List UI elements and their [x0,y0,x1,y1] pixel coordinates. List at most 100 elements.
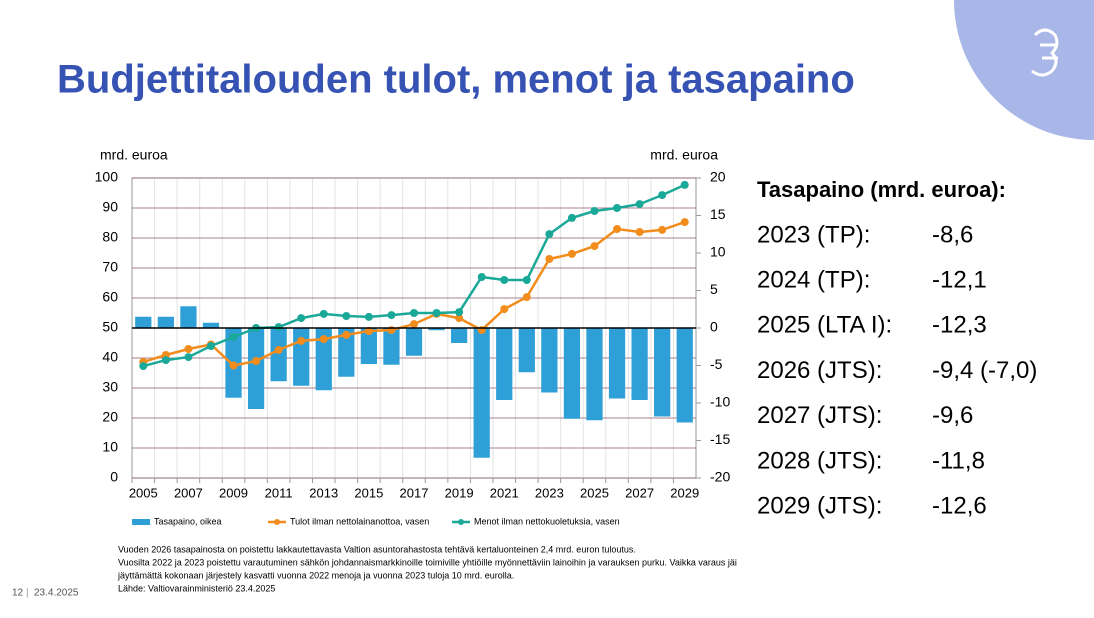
x-tick-label: 2017 [400,485,429,500]
summary-value: -12,1 [932,267,987,294]
bar [338,328,355,377]
footnote: Lähde: Valtiovarainministeriö 23.4.2025 [118,583,275,593]
summary-label: 2029 (JTS): [757,493,882,520]
y-tick-label: 40 [102,349,118,365]
line-marker [658,225,667,234]
line-marker [342,330,351,339]
y-axis-label: mrd. euroa [100,147,168,163]
line-marker [500,305,509,314]
summary-label: 2023 (TP): [757,221,870,248]
x-tick-label: 2019 [445,485,474,500]
line-marker [364,327,373,335]
summary-label: 2026 (JTS): [757,357,882,384]
y-tick-label: 80 [102,229,118,245]
footer-date: 23.4.2025 [34,588,79,599]
footnote: Vuosilta 2022 ja 2023 poistettu varautum… [118,557,737,567]
plot: 0 10 20 30 40 50 60 70 80 90 100 -20 -15 -10 -5 0 5 10 15 2… [95,169,731,501]
line-marker [545,255,554,263]
bar [631,328,648,400]
line-marker [161,356,170,365]
y-tick-label: 50 [102,319,118,335]
bar [496,328,513,400]
line-marker [319,335,328,344]
y-tick-label: 60 [102,289,118,305]
line-marker [229,333,238,341]
y2-tick-label: -15 [710,431,730,447]
line-marker [500,276,509,284]
bar [473,328,490,458]
line-marker [229,361,238,370]
x-tick-label: 2007 [174,485,203,500]
x-tick-label: 2027 [625,485,654,500]
bar [157,316,174,328]
line-marker [590,242,599,251]
legend: Tasapaino, oikea Tulot ilman nettolainano… [132,516,620,526]
footnote: jäyttämättä kokonaan järjestely kasvatti… [117,570,514,580]
line-marker [342,312,351,320]
y-tick-label: 90 [102,199,118,215]
x-tick-label: 2021 [490,485,519,500]
y2-tick-label: 10 [710,244,726,260]
line-marker [567,213,576,222]
line-marker [252,357,261,365]
x-tick-label: 2011 [265,485,293,500]
corner-decoration [954,0,1094,140]
summary-value: -12,3 [932,312,987,339]
bar [563,328,581,419]
slide-title: Budjettitalouden tulot, menot ja tasapai… [57,58,855,102]
line-marker [522,276,531,284]
bar [383,328,400,365]
line-marker [590,207,599,215]
summary: 2023 (TP): -8,6 2024 (TP): -12,1 2025 (LTA I… [757,221,1037,519]
line-marker [658,191,667,200]
y-tick-label: 10 [102,439,118,455]
line-marker [274,323,283,332]
line-marker [410,309,418,317]
line-marker [613,204,622,212]
line-marker [432,309,441,317]
x-tick-label: 2005 [129,485,158,500]
line-marker [567,249,576,258]
summary-value: -8,6 [932,221,973,248]
line-marker [545,230,554,239]
bar [247,328,265,409]
bar [518,328,535,373]
line-marker [274,345,283,354]
y2-tick-label: 5 [710,281,718,297]
line-marker [477,273,486,281]
footnote: Vuoden 2026 tasapainosta on poistettu la… [118,544,636,554]
y-tick-label: 30 [102,379,118,395]
y2-tick-label: -5 [710,356,723,372]
bar [360,328,378,364]
x-tick-label: 2025 [580,485,609,500]
line-marker [635,228,644,236]
emblem [1031,28,1059,77]
page-number: 12 [12,588,24,599]
bar [654,328,671,417]
line-marker [387,311,396,320]
line-marker [613,225,622,233]
x-tick-label: 2013 [309,485,338,500]
bar [405,328,423,356]
line-marker [319,309,328,318]
line-marker [680,180,689,189]
x-tick-label: 2029 [670,485,699,500]
line-marker [297,314,306,323]
bar [135,316,152,328]
summary-value: -9,6 [932,402,973,429]
line-marker [206,342,215,350]
summary-value: -12,6 [932,493,987,520]
x-tick-label: 2023 [535,485,564,500]
bar [293,328,310,386]
y-tick-label: 20 [102,409,118,425]
summary-value: -11,8 [932,447,985,474]
bar [450,328,468,343]
x-tick-label: 2015 [354,485,383,500]
y2-axis-label: mrd. euroa [650,147,718,163]
line-marker [635,200,644,209]
line-marker [139,362,148,371]
y2-tick-label: 20 [710,169,726,185]
line-marker [184,353,193,362]
